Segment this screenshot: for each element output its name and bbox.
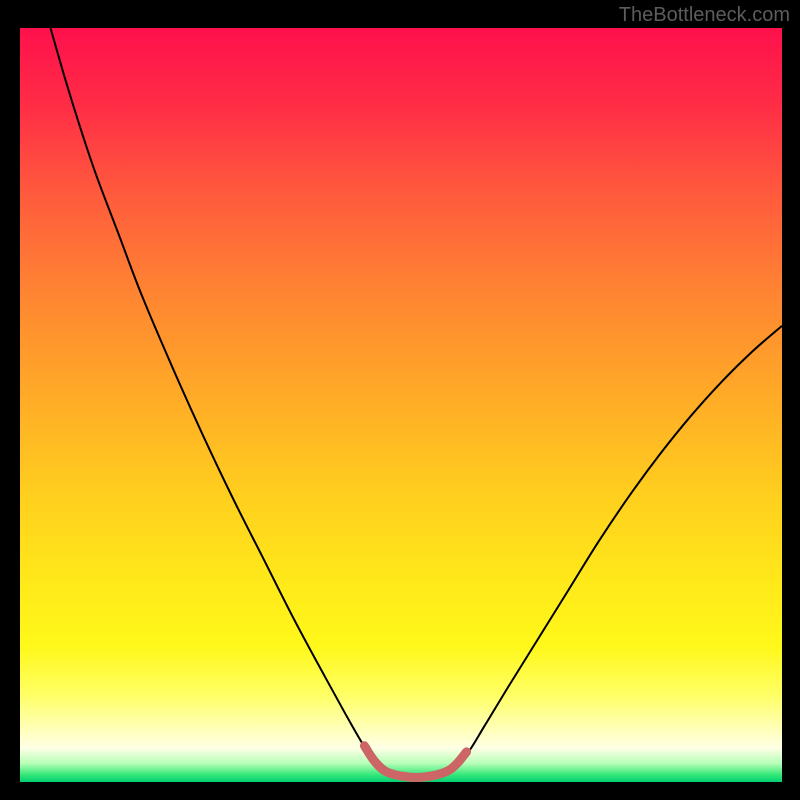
chart-gradient-background (20, 28, 782, 782)
bottleneck-curve-chart (0, 0, 800, 800)
chart-container: TheBottleneck.com (0, 0, 800, 800)
